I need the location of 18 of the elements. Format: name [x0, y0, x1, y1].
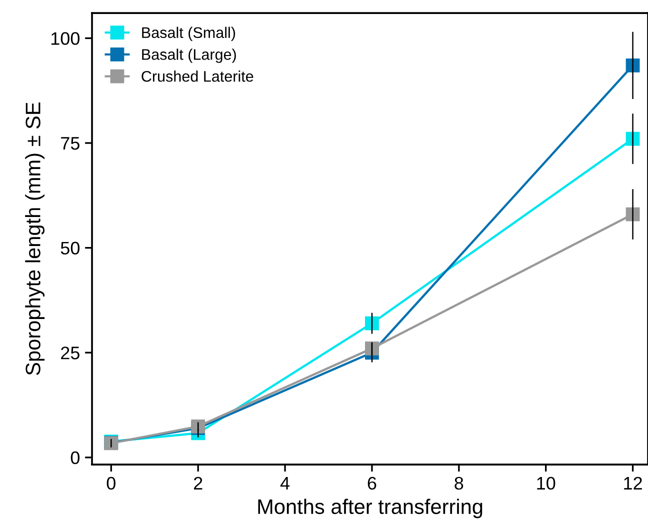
x-tick-label: 10 — [537, 476, 556, 490]
x-tick-label: 2 — [194, 476, 202, 490]
x-tick-label: 8 — [454, 476, 464, 490]
y-axis-title: Sporophyte length (mm) ± SE — [25, 102, 45, 375]
y-tick-label: 100 — [51, 32, 80, 45]
legend-label: Crushed Laterite — [142, 70, 254, 82]
legend-label: Basalt (Small) — [142, 26, 236, 42]
x-tick-label: 0 — [106, 476, 116, 490]
y-tick-label: 25 — [61, 346, 80, 360]
x-tick-label: 4 — [280, 477, 290, 490]
x-tick-label: 12 — [624, 476, 642, 490]
y-tick-label: 0 — [70, 451, 80, 464]
y-tick-label: 75 — [61, 137, 80, 150]
y-tick-label: 50 — [60, 242, 80, 255]
x-axis-title: Months after transferring — [258, 498, 482, 518]
point — [365, 316, 379, 330]
x-tick-label: 6 — [368, 476, 376, 490]
legend-label: Basalt (Large) — [142, 48, 236, 63]
